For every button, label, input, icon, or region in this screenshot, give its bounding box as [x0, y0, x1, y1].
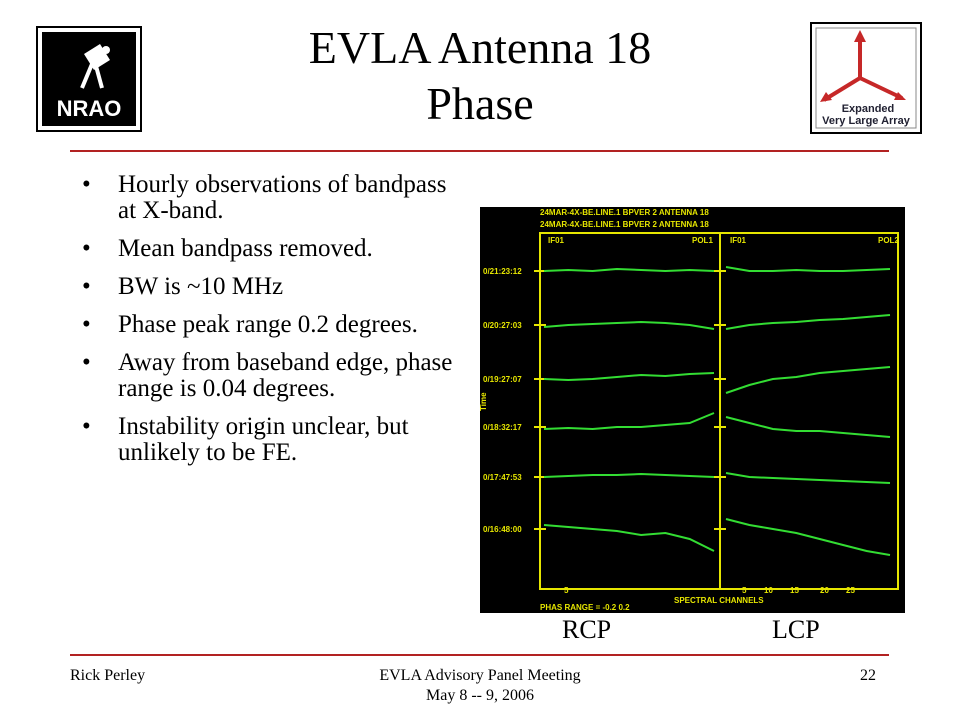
bullet-item: • Away from baseband edge, phase range is… [80, 350, 460, 402]
footer-event-title: EVLA Advisory Panel Meeting [379, 667, 581, 684]
bullet-item: • BW is ~10 MHz [80, 274, 460, 300]
bullet-dot-icon: • [82, 273, 91, 300]
title-divider [70, 150, 889, 152]
rcp-label: RCP [562, 615, 612, 644]
plot-range-label: PHAS RANGE = -0.2 0.2 [540, 603, 630, 612]
footer-author: Rick Perley [70, 667, 146, 684]
bullet-text: BW is ~10 MHz [118, 273, 284, 300]
evla-logo-line2: Very Large Array [822, 115, 911, 127]
time-label: 0/17:47:53 [483, 473, 522, 482]
phase-trace [543, 472, 715, 478]
lcp-label: LCP [772, 615, 820, 644]
x-tick-label: 5 [742, 586, 747, 595]
bullet-text: Away from baseband edge, phase range is … [118, 349, 453, 402]
x-tick-label: 15 [790, 586, 799, 595]
nrao-logo: NRAO [36, 26, 142, 132]
if-left-label: IF01 [548, 236, 565, 245]
bullet-item: • Hourly observations of bandpass at X-ba… [80, 172, 460, 224]
phase-trace [543, 524, 715, 552]
plot-header-text: 24MAR-4X-BE.LINE.1 BPVER 2 ANTENNA 18 [540, 208, 709, 217]
footer-divider [70, 654, 889, 656]
plot-header-text: 24MAR-4X-BE.LINE.1 BPVER 2 ANTENNA 18 [540, 220, 709, 229]
x-tick-label: 20 [820, 586, 829, 595]
bullet-text: Instability origin unclear, but unlikely… [118, 413, 409, 466]
slide-title-line2: Phase [426, 78, 534, 129]
bullet-item: • Mean bandpass removed. [80, 236, 460, 262]
slide-number: 22 [860, 667, 876, 684]
bullet-dot-icon: • [82, 235, 91, 262]
time-label: 0/20:27:03 [483, 321, 522, 330]
plot-side-label: Time [480, 392, 488, 411]
phase-trace [725, 416, 891, 438]
bullet-item: • Instability origin unclear, but unlikel… [80, 414, 460, 466]
if-right-label: IF01 [730, 236, 747, 245]
x-tick-label: 10 [764, 586, 773, 595]
phase-trace [543, 372, 715, 382]
x-tick-label: 5 [564, 586, 569, 595]
nrao-logo-text: NRAO [57, 96, 122, 121]
plot-xlabel: SPECTRAL CHANNELS [674, 596, 764, 605]
bullet-dot-icon: • [82, 171, 91, 198]
bullet-text: Hourly observations of bandpass at X-ban… [118, 171, 447, 224]
bullet-text: Mean bandpass removed. [118, 235, 373, 262]
phase-trace [725, 472, 891, 484]
phase-trace [543, 412, 715, 431]
slide-title: EVLA Antenna 18 Phase [200, 20, 760, 132]
bullet-dot-icon: • [82, 413, 91, 440]
x-tick-label: 25 [846, 586, 855, 595]
phase-trace [543, 267, 715, 273]
footer-event-date: May 8 -- 9, 2006 [426, 687, 534, 704]
bullet-item: • Phase peak range 0.2 degrees. [80, 312, 460, 338]
bullet-dot-icon: • [82, 311, 91, 338]
time-label: 0/18:32:17 [483, 423, 522, 432]
pol-right-label: POL2 [878, 236, 899, 245]
bullet-dot-icon: • [82, 349, 91, 376]
bullet-text: Phase peak range 0.2 degrees. [118, 311, 418, 338]
phase-trace [725, 366, 891, 394]
time-label: 0/21:23:12 [483, 267, 522, 276]
bandpass-phase-plot: 24MAR-4X-BE.LINE.1 BPVER 2 ANTENNA 18 24… [479, 207, 905, 613]
time-label: 0/16:48:00 [483, 525, 522, 534]
evla-logo: Expanded Very Large Array [810, 22, 922, 134]
time-label: 0/19:27:07 [483, 375, 522, 384]
evla-logo-line1: Expanded [842, 103, 895, 115]
bullet-list: • Hourly observations of bandpass at X-ba… [80, 172, 460, 478]
phase-trace [725, 518, 891, 556]
slide-title-line1: EVLA Antenna 18 [308, 22, 652, 73]
footer-event: EVLA Advisory Panel Meeting May 8 -- 9, … [250, 666, 710, 706]
phase-trace [725, 266, 891, 272]
phase-trace [725, 314, 891, 330]
pol-left-label: POL1 [692, 236, 713, 245]
phase-trace [543, 320, 715, 330]
